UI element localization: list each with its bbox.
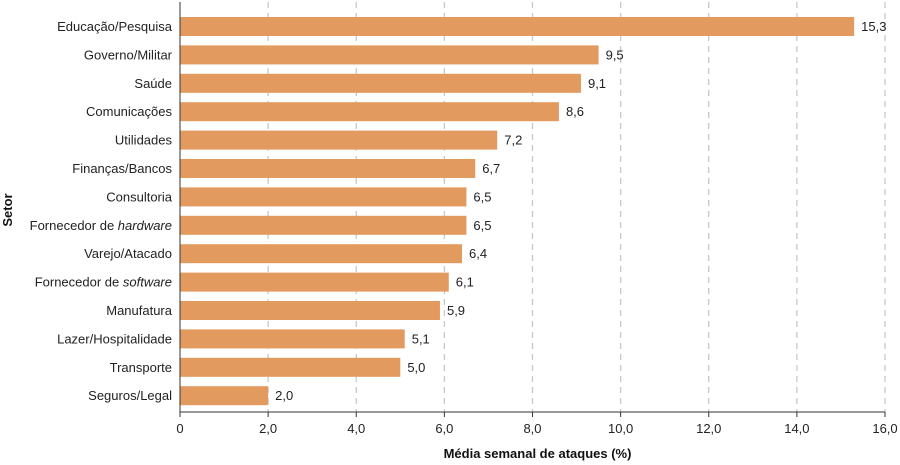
x-tick-label: 0 <box>176 421 183 436</box>
category-label: Utilidades <box>115 133 173 148</box>
value-label: 6,1 <box>456 275 474 290</box>
category-label: Saúde <box>134 76 172 91</box>
bar <box>180 187 467 207</box>
x-axis: 0 2,0 4,0 6,0 8,0 10,0 12,0 14,0 16,0 <box>176 2 898 436</box>
bar <box>180 159 476 178</box>
category-label: Varejo/Atacado <box>84 246 172 261</box>
x-axis-title: Média semanal de ataques (%) <box>444 446 632 461</box>
value-label: 2,0 <box>275 388 293 403</box>
category-label: Comunicações <box>86 104 172 119</box>
bar <box>180 17 855 36</box>
value-label: 8,6 <box>566 104 584 119</box>
value-label: 5,1 <box>412 331 430 346</box>
category-label: Fornecedor de hardware <box>30 218 172 233</box>
category-label: Lazer/Hospitalidade <box>57 331 172 346</box>
category-label: Transporte <box>110 360 172 375</box>
bar <box>180 73 581 93</box>
value-label: 6,4 <box>469 246 487 261</box>
category-label: Seguros/Legal <box>88 388 172 403</box>
value-label: 7,2 <box>504 133 522 148</box>
value-label: 9,1 <box>588 76 606 91</box>
bar <box>180 215 467 235</box>
value-label: 15,3 <box>861 19 886 34</box>
x-tick-label: 8,0 <box>523 421 541 436</box>
category-label: Finanças/Bancos <box>72 161 172 176</box>
bar <box>180 244 462 264</box>
category-label: Consultoria <box>106 189 173 204</box>
category-label: Educação/Pesquisa <box>57 19 173 34</box>
x-tick-label: 16,0 <box>872 421 897 436</box>
bar <box>180 386 269 406</box>
value-label: 5,9 <box>447 303 465 318</box>
bar <box>180 301 440 320</box>
y-axis-title: Setor <box>0 193 15 226</box>
category-labels: Educação/Pesquisa Governo/Militar Saúde Com… <box>30 19 173 403</box>
value-label: 6,5 <box>473 189 491 204</box>
x-tick-label: 6,0 <box>435 421 453 436</box>
x-tick-label: 10,0 <box>608 421 633 436</box>
value-label: 6,7 <box>482 161 500 176</box>
bar <box>180 357 401 377</box>
value-label: 9,5 <box>606 47 624 62</box>
category-label: Governo/Militar <box>84 47 173 62</box>
bar <box>180 272 449 292</box>
x-tick-label: 12,0 <box>696 421 721 436</box>
x-tick-label: 14,0 <box>784 421 809 436</box>
category-label: Fornecedor de software <box>35 275 172 290</box>
value-label: 5,0 <box>407 360 425 375</box>
bar <box>180 329 405 349</box>
value-label: 6,5 <box>473 218 491 233</box>
x-tick-label: 2,0 <box>259 421 277 436</box>
value-labels: 15,3 9,59,1 8,6 7,2 6,7 6,5 6,5 6,4 6,1 5,9 5,1 5,0… <box>275 19 886 403</box>
bar <box>180 102 559 122</box>
bar <box>180 130 498 150</box>
category-label: Manufatura <box>106 303 173 318</box>
bar <box>180 45 599 65</box>
bars <box>180 17 855 406</box>
x-tick-label: 4,0 <box>347 421 365 436</box>
